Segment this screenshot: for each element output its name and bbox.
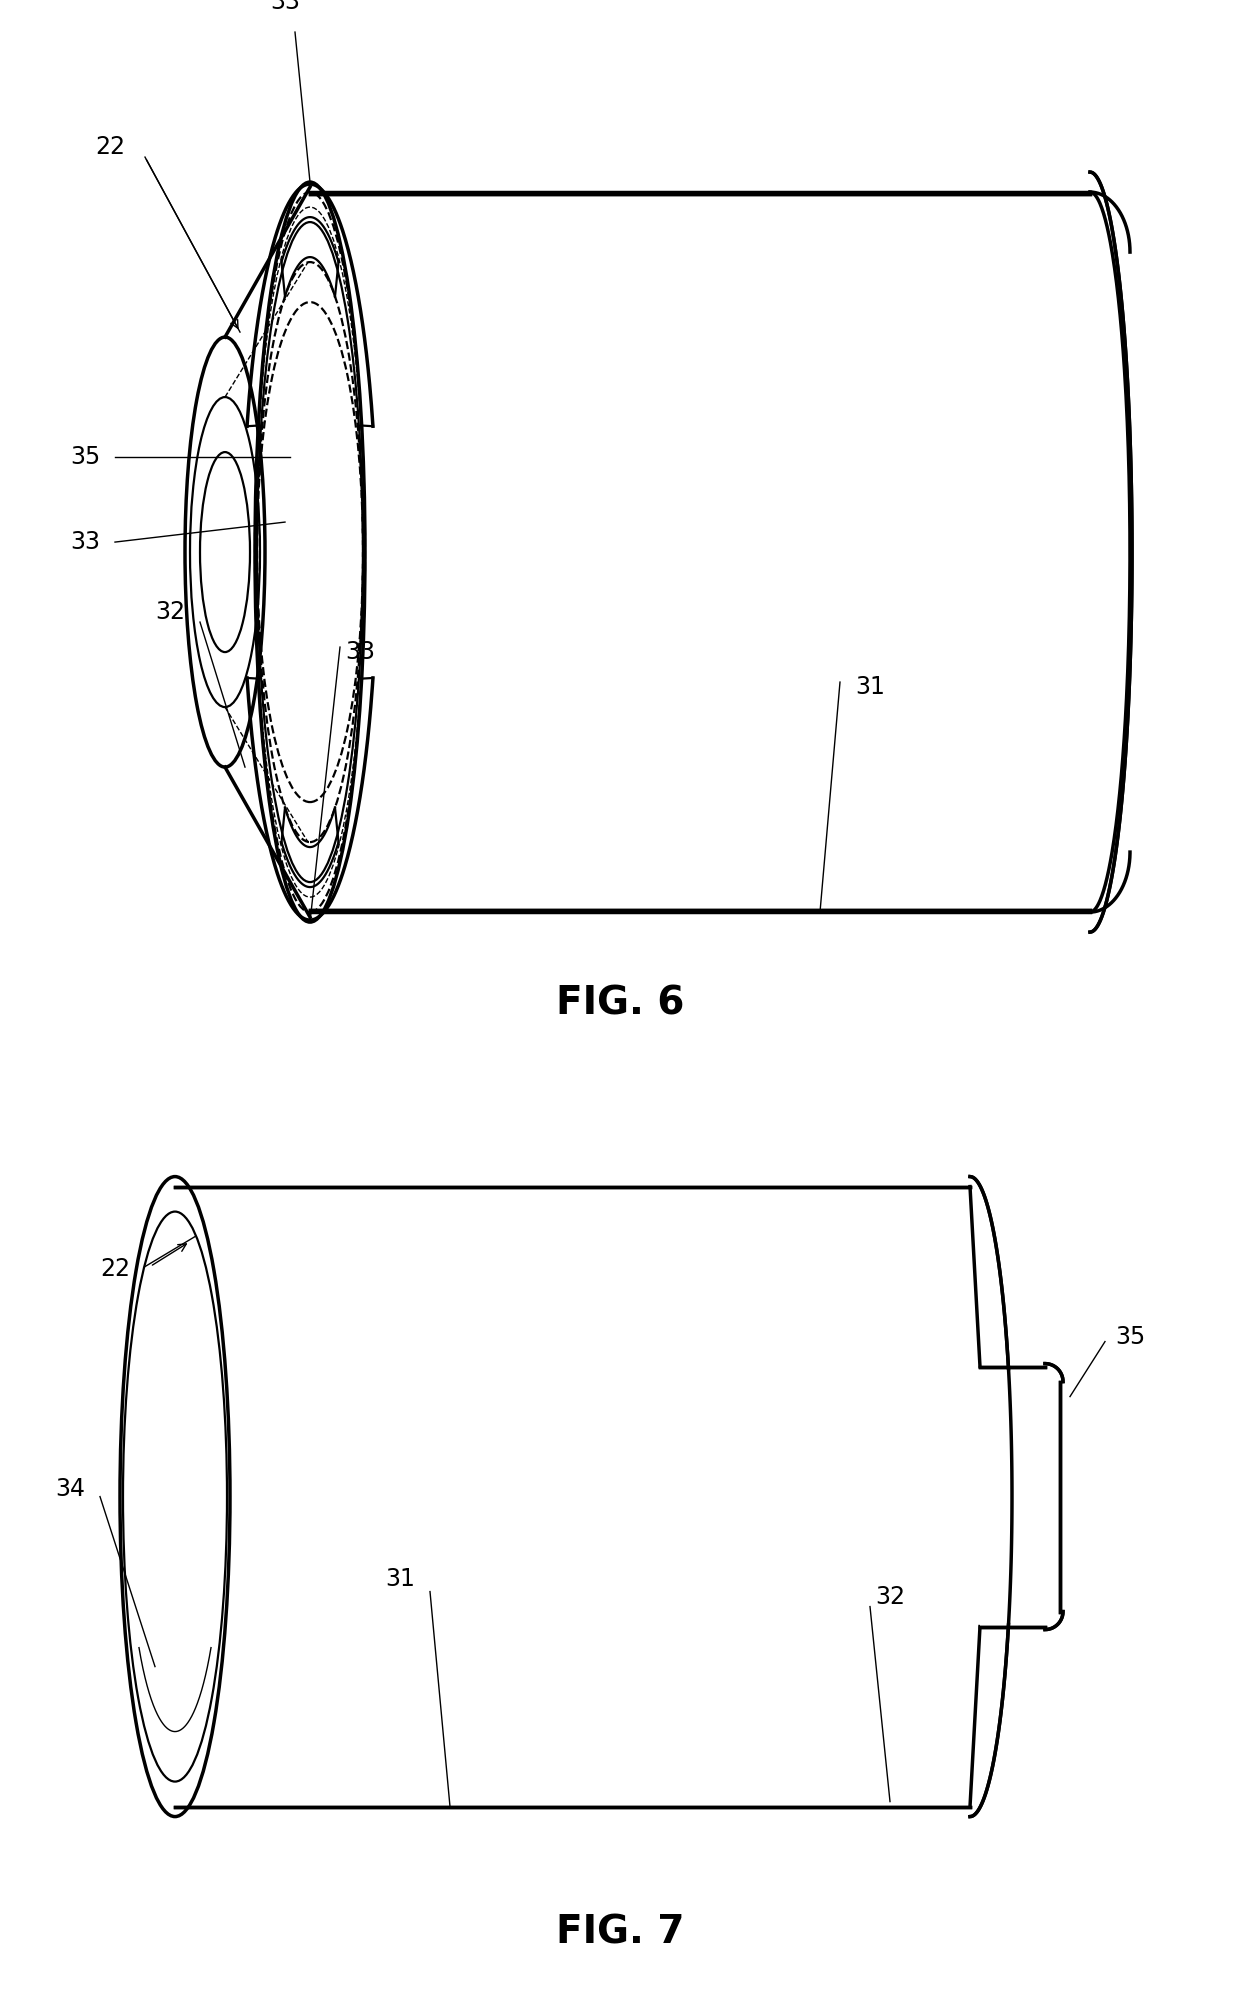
Polygon shape <box>980 1366 1060 1627</box>
Text: 32: 32 <box>875 1585 905 1609</box>
Polygon shape <box>175 1177 1012 1816</box>
Text: 35: 35 <box>1115 1325 1146 1349</box>
Text: 31: 31 <box>856 674 885 698</box>
Text: FIG. 7: FIG. 7 <box>556 1913 684 1951</box>
Polygon shape <box>310 173 1128 933</box>
Text: 33: 33 <box>69 531 100 555</box>
Text: 35: 35 <box>69 446 100 469</box>
Text: 32: 32 <box>155 601 185 625</box>
Text: 31: 31 <box>386 1567 415 1591</box>
Text: 22: 22 <box>100 1257 130 1281</box>
Text: 22: 22 <box>95 135 125 159</box>
Text: 33: 33 <box>270 0 300 14</box>
Text: FIG. 6: FIG. 6 <box>556 985 684 1022</box>
Text: 34: 34 <box>55 1476 86 1500</box>
Text: 33: 33 <box>345 640 374 664</box>
